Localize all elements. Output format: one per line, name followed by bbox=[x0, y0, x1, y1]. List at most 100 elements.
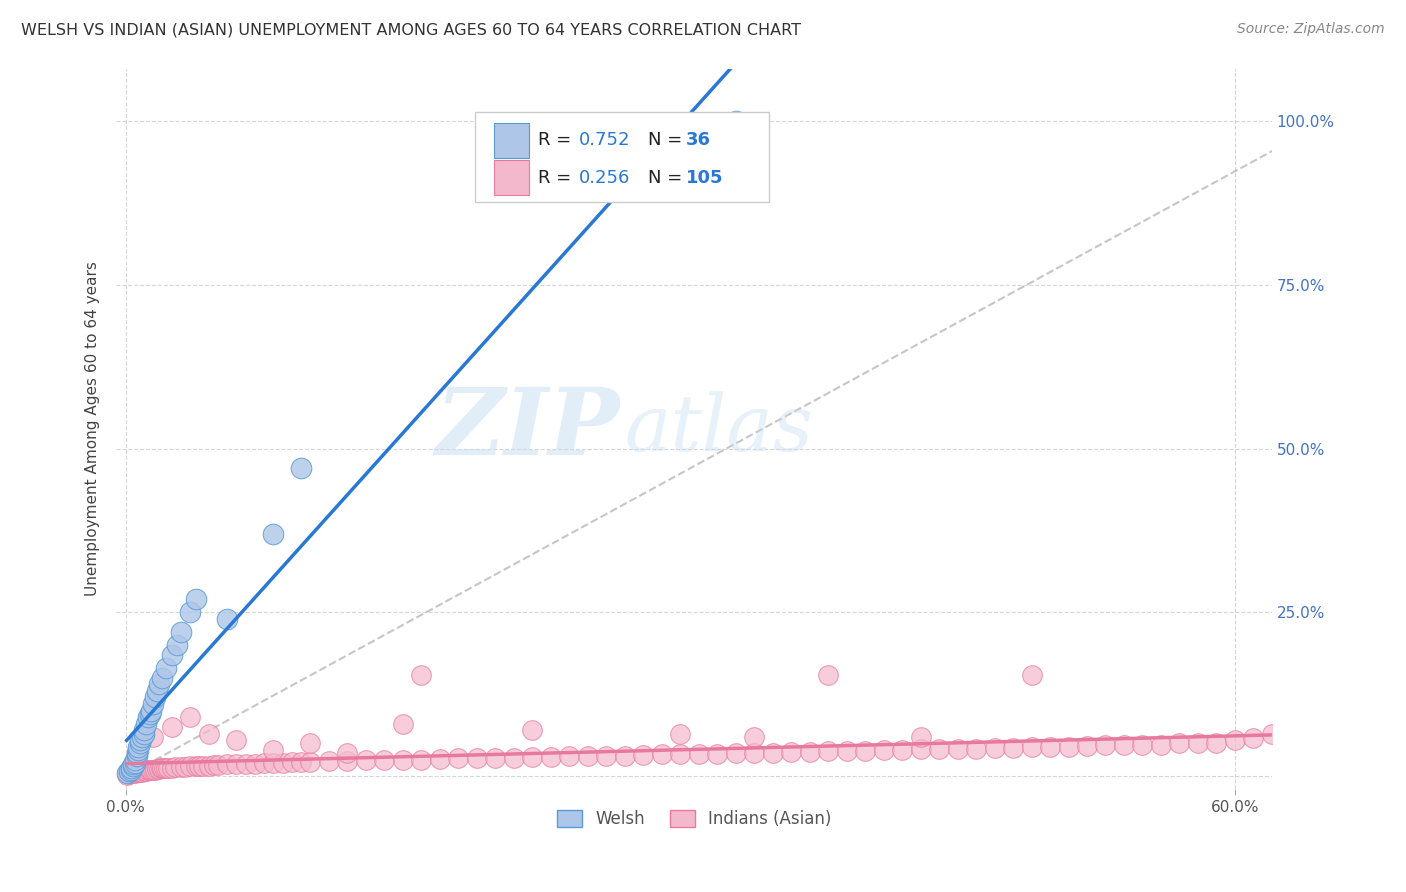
Point bbox=[124, 765, 146, 780]
Point bbox=[193, 758, 215, 772]
Point bbox=[142, 763, 165, 777]
Point bbox=[142, 697, 165, 711]
Point bbox=[595, 748, 617, 763]
Point bbox=[136, 763, 159, 777]
Text: 0.256: 0.256 bbox=[578, 169, 630, 186]
Point bbox=[141, 704, 163, 718]
Point bbox=[799, 745, 821, 759]
FancyBboxPatch shape bbox=[474, 112, 769, 202]
Point bbox=[631, 748, 654, 763]
Point bbox=[299, 755, 322, 769]
Point bbox=[117, 765, 139, 780]
Point bbox=[429, 752, 451, 766]
Point bbox=[262, 743, 284, 757]
Point bbox=[253, 756, 276, 770]
Point bbox=[411, 667, 433, 681]
Point bbox=[318, 754, 340, 768]
Point bbox=[447, 751, 470, 765]
Point bbox=[160, 720, 183, 734]
Point bbox=[1057, 739, 1080, 754]
Point bbox=[1112, 739, 1135, 753]
Point bbox=[910, 730, 932, 744]
Point bbox=[127, 765, 149, 780]
Point bbox=[910, 742, 932, 756]
Point bbox=[197, 758, 219, 772]
Point bbox=[281, 756, 304, 770]
Point bbox=[891, 743, 914, 757]
Point bbox=[202, 758, 225, 772]
Point bbox=[576, 749, 599, 764]
Text: R =: R = bbox=[538, 131, 576, 149]
Point bbox=[131, 764, 153, 779]
Point bbox=[131, 730, 153, 744]
Point bbox=[742, 746, 765, 760]
Point bbox=[669, 726, 692, 740]
Point bbox=[129, 736, 152, 750]
Point bbox=[1168, 736, 1191, 750]
Point bbox=[1039, 740, 1062, 755]
Point bbox=[132, 726, 155, 740]
Y-axis label: Unemployment Among Ages 60 to 64 years: Unemployment Among Ages 60 to 64 years bbox=[86, 261, 100, 597]
Point bbox=[835, 744, 858, 758]
Text: 105: 105 bbox=[686, 169, 724, 186]
Legend: Welsh, Indians (Asian): Welsh, Indians (Asian) bbox=[550, 804, 838, 835]
Point bbox=[1241, 731, 1264, 745]
Point bbox=[118, 764, 141, 778]
Point bbox=[146, 762, 169, 776]
FancyBboxPatch shape bbox=[494, 123, 529, 158]
Point bbox=[143, 690, 166, 705]
Point bbox=[120, 761, 142, 775]
Point bbox=[165, 760, 187, 774]
Point bbox=[1021, 667, 1043, 681]
Point bbox=[125, 749, 148, 764]
Point bbox=[124, 756, 146, 770]
Point bbox=[152, 761, 174, 775]
Point bbox=[188, 759, 211, 773]
Point bbox=[217, 757, 239, 772]
Point bbox=[225, 757, 247, 772]
Point bbox=[184, 592, 207, 607]
Point bbox=[179, 759, 201, 773]
Point bbox=[651, 747, 673, 762]
Point bbox=[179, 710, 201, 724]
Point bbox=[142, 730, 165, 744]
Point bbox=[117, 768, 139, 782]
Point bbox=[149, 761, 172, 775]
Point bbox=[138, 706, 160, 721]
FancyBboxPatch shape bbox=[494, 161, 529, 194]
Point bbox=[179, 605, 201, 619]
Point bbox=[157, 761, 180, 775]
Point bbox=[132, 723, 155, 738]
Point bbox=[207, 758, 229, 772]
Point bbox=[135, 764, 157, 778]
Point bbox=[484, 751, 506, 765]
Point bbox=[1021, 740, 1043, 755]
Text: N =: N = bbox=[648, 131, 688, 149]
Point bbox=[120, 763, 142, 777]
Point bbox=[120, 766, 142, 780]
Point bbox=[122, 765, 145, 780]
Point bbox=[271, 756, 294, 770]
Point bbox=[336, 754, 359, 768]
Point bbox=[1205, 736, 1227, 750]
Point bbox=[724, 746, 747, 760]
Point bbox=[122, 759, 145, 773]
Point bbox=[1261, 726, 1284, 740]
Point bbox=[465, 751, 488, 765]
Point bbox=[706, 747, 728, 761]
Point bbox=[742, 730, 765, 744]
Point bbox=[724, 114, 747, 128]
Point bbox=[152, 671, 174, 685]
Point bbox=[125, 765, 148, 780]
Point bbox=[262, 526, 284, 541]
Point bbox=[336, 746, 359, 760]
Point bbox=[197, 726, 219, 740]
Point bbox=[392, 716, 415, 731]
Point bbox=[173, 760, 195, 774]
Point bbox=[522, 723, 544, 738]
Point bbox=[184, 759, 207, 773]
Point bbox=[817, 667, 839, 681]
Point bbox=[373, 753, 395, 767]
Point bbox=[817, 744, 839, 758]
Point bbox=[127, 743, 149, 757]
